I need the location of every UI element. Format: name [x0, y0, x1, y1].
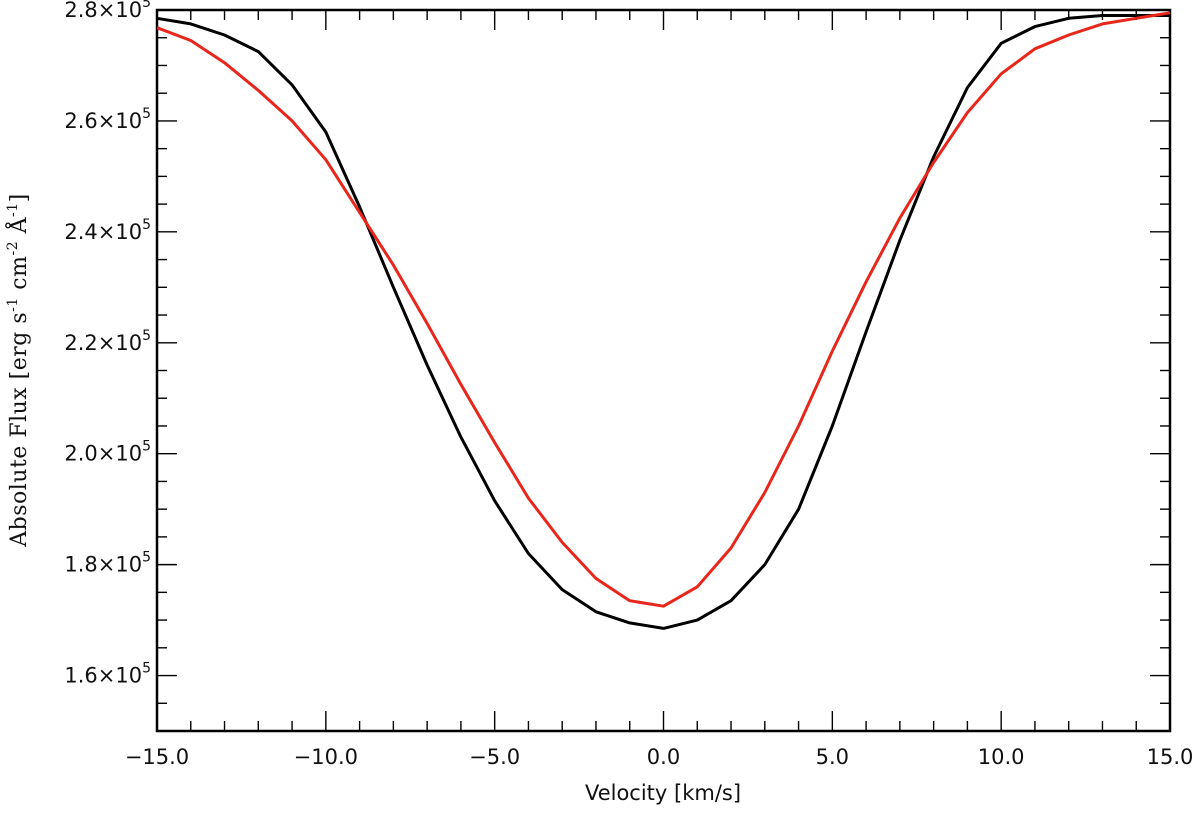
y-tick-label: 2.4×105: [64, 217, 151, 244]
y-tick-label: 2.0×105: [64, 439, 151, 466]
x-axis-title: Velocity [km/s]: [585, 781, 741, 805]
y-tick-label: 2.2×105: [64, 328, 151, 355]
y-tick-label: 2.6×105: [64, 106, 151, 133]
x-tick-label: 5.0: [816, 745, 849, 769]
series-line-red: [156, 11, 1171, 608]
x-axis-ticks: −15.0 −10.0 −5.0 0.0 5.0 10.0 15.0: [125, 10, 1194, 769]
y-tick-label: 1.8×105: [64, 550, 151, 577]
x-tick-label: 10.0: [978, 745, 1025, 769]
x-tick-label: 15.0: [1147, 745, 1194, 769]
plot-border: [155, 8, 1172, 733]
y-tick-label: 2.8×105: [64, 0, 151, 22]
x-tick-label: −15.0: [125, 745, 189, 769]
plot-frame: [155, 8, 1172, 733]
series-layer: [156, 11, 1171, 630]
y-axis-ticks: 1.6×105 1.8×105 2.0×105 2.2×105 2.4×105 2.6×1…: [64, 0, 1170, 732]
x-tick-label: −10.0: [294, 745, 358, 769]
series-line-black: [156, 14, 1170, 630]
x-tick-label: 0.0: [647, 745, 680, 769]
y-tick-label: 1.6×105: [64, 661, 151, 688]
y-axis-title: Absolute Flux [erg s-1 cm-2 Å-1]: [4, 193, 32, 548]
x-tick-label: −5.0: [469, 745, 520, 769]
